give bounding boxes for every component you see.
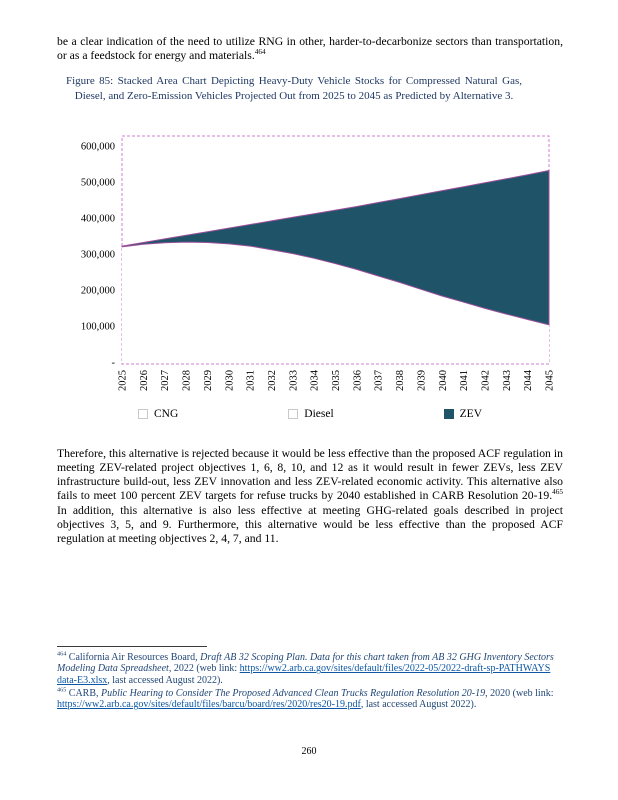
- x-tick-label: 2035: [331, 370, 342, 391]
- footnote-464-link[interactable]: https://ww2.arb.ca.gov/sites/default/fil…: [57, 663, 551, 686]
- legend-item-diesel: Diesel: [288, 408, 334, 420]
- y-tick-label: 200,000: [81, 286, 115, 297]
- text-segment: , 2022 (web link:: [168, 663, 240, 675]
- footnote-465-link[interactable]: https://ww2.arb.ca.gov/sites/default/fil…: [57, 699, 361, 711]
- paragraph-top: be a clear indication of the need to uti…: [57, 35, 563, 63]
- text-segment: In addition, this alternative is also le…: [57, 503, 563, 545]
- legend-label-zev: ZEV: [459, 408, 483, 420]
- footnote-marker: 465: [552, 488, 563, 497]
- x-tick-label: 2031: [246, 370, 257, 391]
- footnote-marker: 464: [57, 650, 67, 658]
- x-tick-label: 2042: [480, 370, 491, 391]
- text-segment: , last accessed August 2022).: [360, 699, 477, 711]
- text-segment: Public Hearing to Consider The Proposed …: [101, 687, 486, 699]
- paragraph-body: Therefore, this alternative is rejected …: [57, 447, 563, 546]
- page-number: 260: [301, 746, 317, 757]
- x-tick-label: 2025: [118, 370, 129, 391]
- footnote-separator: [57, 646, 207, 647]
- x-tick-label: 2038: [395, 370, 406, 391]
- x-tick-label: 2026: [139, 370, 150, 391]
- legend-swatch-diesel: [288, 409, 299, 419]
- x-tick-label: 2032: [267, 370, 278, 391]
- legend-item-cng: CNG: [137, 408, 179, 420]
- footnote-marker: 465: [57, 686, 67, 694]
- x-tick-label: 2044: [523, 369, 534, 391]
- x-tick-label: 2045: [545, 370, 556, 391]
- legend-swatch-zev: [443, 409, 454, 419]
- y-tick-label: 600,000: [81, 142, 115, 153]
- text-segment: Therefore, this alternative is rejected …: [57, 447, 563, 503]
- text-segment: , last accessed August 2022).: [107, 674, 223, 686]
- footnote-464: 464 California Air Resources Board, Draf…: [57, 650, 563, 686]
- x-tick-label: 2028: [182, 370, 193, 391]
- text-segment: California Air Resources Board,: [66, 652, 201, 663]
- text-segment: Draft AB 32 Scoping Plan. Data for this …: [57, 652, 554, 675]
- text-segment: CARB,: [66, 687, 102, 699]
- x-tick-label: 2027: [160, 370, 171, 391]
- text-segment: be a clear indication of the need to uti…: [57, 35, 563, 63]
- y-tick-label: -: [112, 358, 116, 369]
- x-tick-label: 2030: [224, 370, 235, 391]
- x-tick-label: 2041: [459, 370, 470, 391]
- area-zev: [121, 169, 550, 326]
- figure-85: - 100,000 200,000 300,000 400,000 500,000 600,…: [57, 132, 563, 420]
- figure-caption: Figure 85: Stacked Area Chart Depicting …: [66, 75, 522, 103]
- x-tick-label: 2039: [416, 370, 427, 391]
- x-tick-label: 2034: [310, 369, 321, 391]
- chart-legend: CNG Diesel ZEV: [57, 408, 563, 420]
- text-segment: , 2020 (web link:: [485, 687, 554, 699]
- x-tick-label: 2029: [203, 370, 214, 391]
- footnotes-section: 464 California Air Resources Board, Draf…: [57, 646, 563, 712]
- y-tick-label: 500,000: [81, 178, 115, 189]
- footnote-465: 465 CARB, Public Hearing to Consider The…: [57, 686, 563, 711]
- area-cng: [122, 360, 549, 362]
- x-tick-label: 2040: [438, 370, 449, 391]
- legend-item-zev: ZEV: [443, 408, 483, 420]
- legend-label-diesel: Diesel: [304, 408, 334, 420]
- y-tick-label: 100,000: [81, 322, 115, 333]
- x-tick-label: 2036: [352, 370, 363, 391]
- legend-label-cng: CNG: [153, 408, 179, 420]
- x-tick-label: 2033: [288, 370, 299, 391]
- area-diesel: [122, 242, 549, 362]
- y-tick-label: 300,000: [81, 250, 115, 261]
- legend-swatch-cng: [137, 409, 148, 419]
- y-tick-label: 400,000: [81, 214, 115, 225]
- figure-85-chart: - 100,000 200,000 300,000 400,000 500,000 600,…: [81, 135, 556, 391]
- footnote-marker: 464: [254, 48, 266, 57]
- x-tick-label: 2037: [374, 370, 385, 391]
- x-tick-label: 2043: [502, 370, 513, 391]
